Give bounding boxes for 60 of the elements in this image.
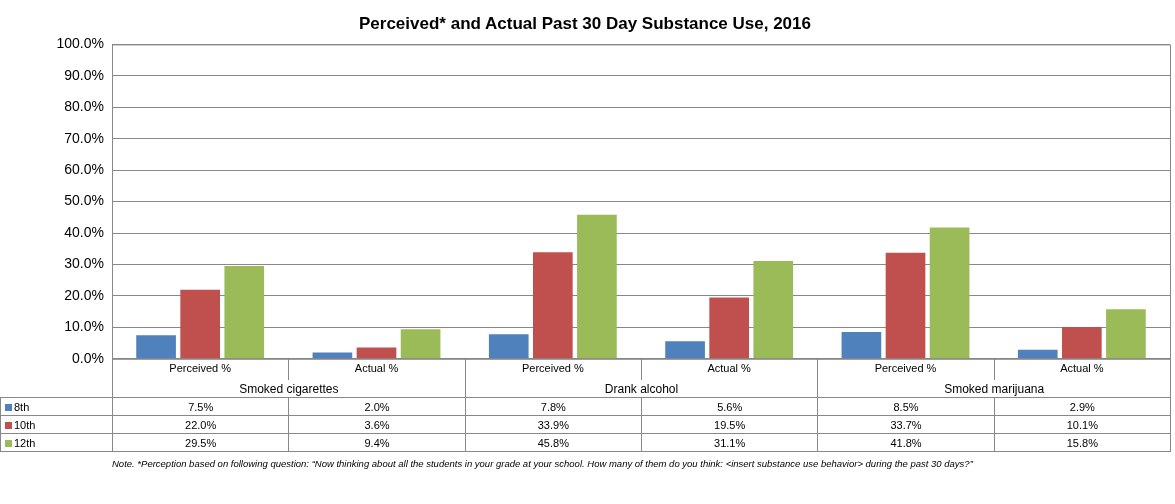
bar [929,227,970,359]
legend-label: 12th [14,436,36,449]
bar [180,289,220,359]
bar [136,335,176,359]
y-tick-label: 100.0% [56,35,104,52]
data-label: 41.8% [817,433,995,452]
data-label: 3.6% [288,415,466,434]
data-label: 7.8% [465,397,642,416]
x-tick-label: Actual % [1060,362,1104,375]
x-tick-label: Actual % [354,362,399,375]
data-label: 22.0% [112,415,289,434]
data-label: 29.5% [112,433,289,452]
text: Note. *Perception based on following question: “Now thinking about all the students in your grade at your school. How many of them do you think: <insert substance use behavior> during the past 30 days?” [111,458,975,470]
y-tick-label: 0.0% [72,349,104,366]
data-label: 8.5% [817,397,995,416]
data-label: 9.4% [288,433,466,452]
data-label: 15.8% [994,433,1171,452]
data-label: 2.9% [994,397,1171,416]
text: Drank alcohol [465,380,818,398]
bar [224,266,265,359]
bar [533,252,573,359]
bar [1062,327,1102,359]
data-label: 10.1% [994,415,1171,434]
bar [709,297,749,359]
text: Smoked cigarettes [112,380,466,398]
y-tick-label: 60.0% [64,161,104,178]
y-tick-label: 30.0% [64,255,104,272]
legend-label: 8th [14,400,30,413]
x-tick-label: Perceived % [169,362,232,375]
bar [841,332,882,359]
bar [400,329,441,359]
data-label: 7.5% [112,397,289,416]
bar [665,341,705,359]
chart-title: Perceived* and Actual Past 30 Day Substance Use, 2016 [359,13,811,33]
data-label: 2.0% [288,397,466,416]
y-tick-label: 80.0% [64,98,104,115]
bar [1106,309,1146,359]
data-label: 31.1% [641,433,818,452]
y-tick-label: 20.0% [64,286,104,303]
x-tick-label: Actual % [707,362,752,375]
bar [577,214,617,359]
data-label: 45.8% [465,433,642,452]
text: Smoked marijuana [817,380,1171,398]
y-tick-label: 50.0% [64,192,104,209]
y-tick-label: 70.0% [64,129,104,146]
data-label: 33.7% [817,415,995,434]
bar [356,347,397,359]
bar [885,252,926,359]
x-tick-label: Perceived % [874,362,937,375]
y-tick-label: 90.0% [64,66,104,83]
y-tick-label: 10.0% [64,318,104,335]
data-label: 33.9% [465,415,642,434]
bar [1017,349,1058,359]
x-tick-label: Perceived % [521,362,584,375]
bar [488,334,529,359]
legend-label: 10th [14,418,36,431]
bar [753,261,794,359]
y-tick-label: 40.0% [64,223,104,240]
data-label: 19.5% [641,415,818,434]
data-label: 5.6% [641,397,818,416]
